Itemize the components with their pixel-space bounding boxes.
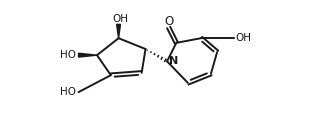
Text: OH: OH [236,33,252,43]
Text: HO: HO [60,50,76,60]
Text: OH: OH [112,14,128,24]
Polygon shape [117,24,121,38]
Polygon shape [79,53,97,57]
Text: HO: HO [60,87,76,97]
Text: O: O [165,15,174,28]
Text: N: N [170,56,179,66]
